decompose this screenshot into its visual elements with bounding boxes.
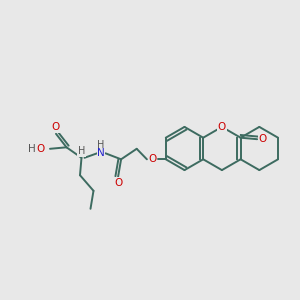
Text: O: O	[258, 134, 267, 144]
Text: O: O	[36, 144, 44, 154]
Text: O: O	[218, 122, 226, 132]
Text: H: H	[78, 146, 85, 156]
Text: H: H	[97, 140, 105, 150]
Text: N: N	[97, 148, 105, 158]
Text: H: H	[28, 144, 35, 154]
Text: O: O	[148, 154, 156, 164]
Text: O: O	[52, 122, 60, 132]
Text: O: O	[114, 178, 122, 188]
